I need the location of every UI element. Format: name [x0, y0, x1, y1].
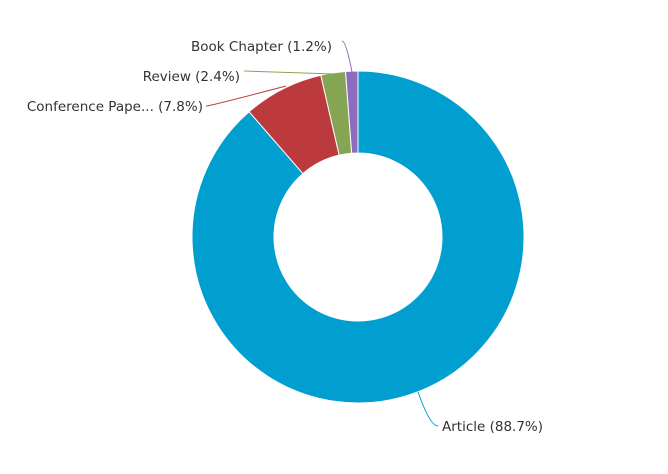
- leader-line-book-chapter: [341, 40, 353, 73]
- label-book-chapter: Book Chapter (1.2%): [191, 39, 332, 55]
- leader-line-review: [243, 70, 335, 75]
- label-review: Review (2.4%): [143, 69, 240, 85]
- leader-line-conference-pape: [205, 85, 287, 107]
- label-conference-pape: Conference Pape... (7.8%): [27, 99, 203, 115]
- label-article: Article (88.7%): [442, 419, 543, 435]
- slice-book-chapter[interactable]: [344, 70, 359, 154]
- leader-line-article: [417, 391, 439, 427]
- slice-article[interactable]: [191, 70, 525, 404]
